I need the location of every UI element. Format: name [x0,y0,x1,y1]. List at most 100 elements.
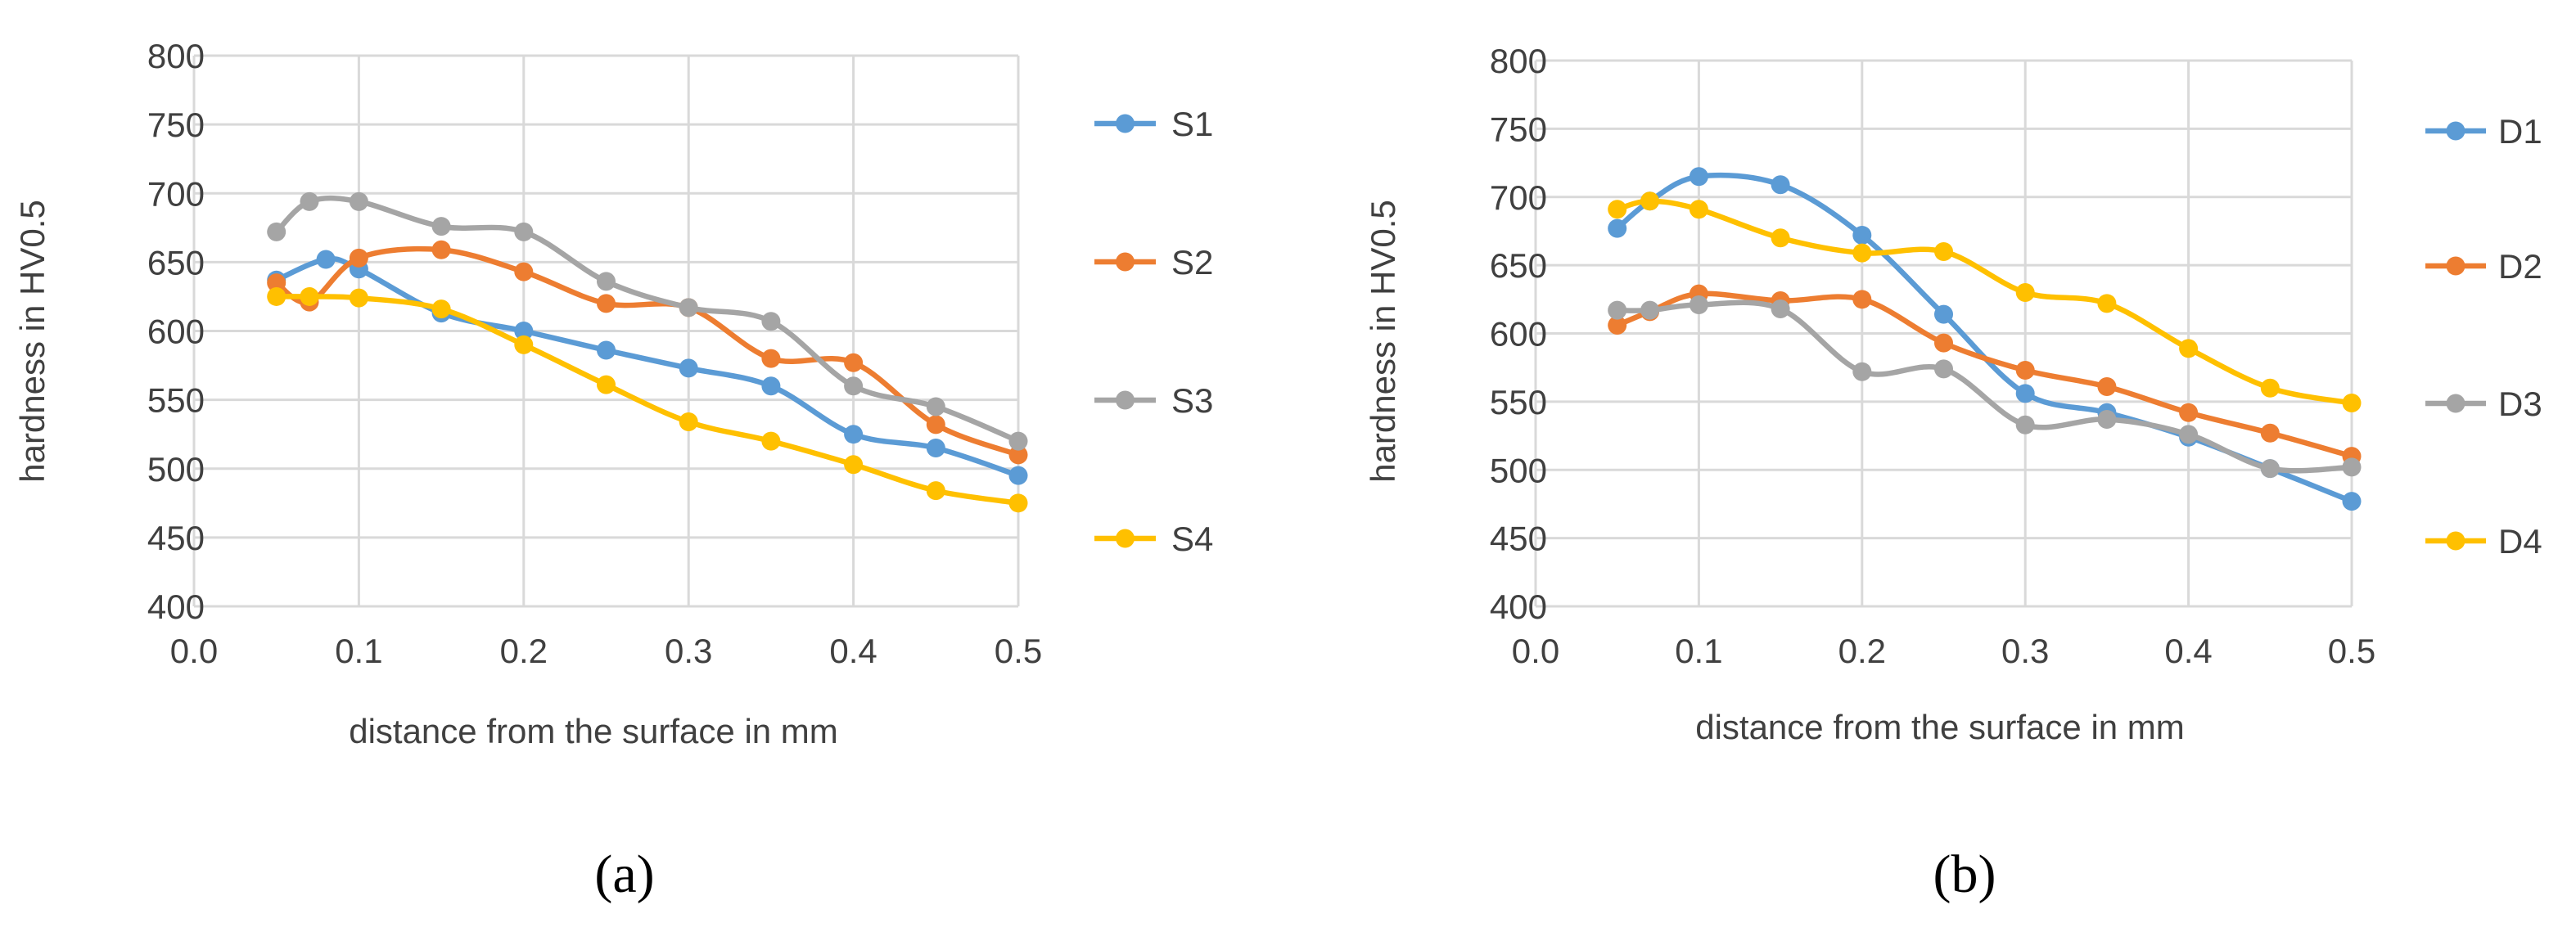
data-point-d4 [1640,191,1660,211]
data-point-d4 [1689,200,1708,219]
data-point-d3 [1689,295,1708,314]
data-point-s4 [431,299,451,319]
data-point-s4 [926,481,945,501]
data-point-s2 [267,273,286,293]
y-tick-label: 550 [147,381,205,420]
x-tick-label: 0.1 [1675,632,1722,670]
data-point-d4 [1608,200,1627,219]
data-point-d4 [2097,294,2117,313]
data-point-s4 [1008,493,1028,513]
data-point-s2 [1008,445,1028,465]
data-point-s4 [597,375,616,394]
data-point-d3 [1934,359,1953,379]
series-line-s1 [273,256,1022,479]
data-point-d2 [1608,315,1627,335]
x-tick-label: 0.0 [170,632,218,670]
panel-label: (b) [1933,844,1996,904]
data-point-s1 [926,439,945,458]
panel-label: (a) [594,844,654,904]
series-line-d3 [1614,299,2355,474]
data-point-d3 [2015,415,2035,434]
data-point-d1 [1608,218,1627,238]
data-point-s4 [514,335,534,354]
data-point-d4 [1934,241,1953,261]
chart-b: 400 450 500 550 600 650 700 750 800 0.0 0.1 0.2 0.3 0… [1364,42,2542,904]
data-point-d3 [1852,362,1872,381]
data-point-d4 [2179,339,2199,358]
legend-label-d4: D4 [2498,522,2542,561]
data-point-d4 [1852,243,1872,263]
x-tick-label: 0.3 [665,632,712,670]
data-point-d4 [2015,282,2035,302]
y-tick-label: 650 [147,243,205,281]
y-tick-label: 600 [1490,315,1547,353]
y-tick-label: 600 [147,313,205,351]
legend-label-s1: S1 [1171,105,1213,143]
data-point-d3 [1640,300,1660,320]
data-point-s2 [597,294,616,313]
data-point-s3 [761,312,781,331]
data-point-d2 [2015,361,2035,380]
data-point-s3 [597,272,616,291]
data-point-d2 [2179,403,2199,422]
data-point-s1 [844,425,864,444]
data-point-s4 [761,431,781,451]
data-point-s1 [1008,466,1028,485]
y-tick-label: 400 [1490,588,1547,626]
data-point-d2 [1934,333,1953,353]
legend-label-s4: S4 [1171,520,1213,558]
y-tick-label: 650 [1490,246,1547,285]
data-point-d2 [2260,423,2280,443]
data-point-d1 [1934,304,1953,324]
y-tick-label: 400 [147,588,205,626]
x-tick-label: 0.0 [1512,632,1559,670]
legend-label-d1: D1 [2498,112,2542,151]
y-axis-title: hardness in HV0.5 [1364,200,1402,483]
data-point-d4 [1771,228,1790,248]
data-point-s1 [514,322,534,340]
data-point-s1 [761,376,781,396]
data-point-d1 [1771,175,1790,195]
y-tick-label: 450 [1490,520,1547,558]
data-point-s4 [679,412,698,432]
x-axis-title: distance from the surface in mm [349,712,838,750]
y-tick-label: 750 [147,106,205,144]
legend-marker-s3 [1116,390,1135,410]
data-point-d3 [1608,300,1627,320]
y-tick-label: 550 [1490,383,1547,421]
data-point-s3 [514,222,534,241]
legend-marker-s1 [1116,114,1135,133]
data-point-s2 [349,248,368,268]
data-point-s3 [349,191,368,211]
data-point-s3 [679,298,698,317]
data-point-d3 [1771,299,1790,318]
x-tick-label: 0.5 [995,632,1042,670]
y-axis-title: hardness in HV0.5 [13,200,52,483]
y-tick-label: 500 [1490,451,1547,489]
data-point-s3 [267,222,286,241]
legend-marker-d3 [2446,394,2465,413]
data-point-s3 [844,376,864,396]
data-point-s1 [316,250,336,269]
legend-marker-s2 [1116,252,1135,272]
data-point-s2 [844,353,864,372]
y-tick-label: 750 [1490,110,1547,148]
data-point-s3 [300,191,319,211]
legend-label-s2: S2 [1171,243,1213,281]
data-point-d1 [2015,384,2035,403]
x-tick-label: 0.1 [335,632,382,670]
x-tick-label: 0.4 [2164,632,2212,670]
legend-marker-d4 [2446,531,2465,551]
data-point-s1 [679,358,698,378]
x-tick-label: 0.2 [1838,632,1886,670]
data-point-s4 [267,286,286,306]
data-point-d3 [2097,410,2117,430]
x-axis-title: distance from the surface in mm [1695,708,2185,746]
data-point-d4 [2260,378,2280,398]
legend-marker-s4 [1116,529,1135,548]
data-point-s3 [431,217,451,236]
data-point-d3 [2342,457,2362,477]
data-point-d4 [2342,394,2362,413]
legend-marker-d1 [2446,121,2465,141]
x-tick-label: 0.2 [500,632,548,670]
